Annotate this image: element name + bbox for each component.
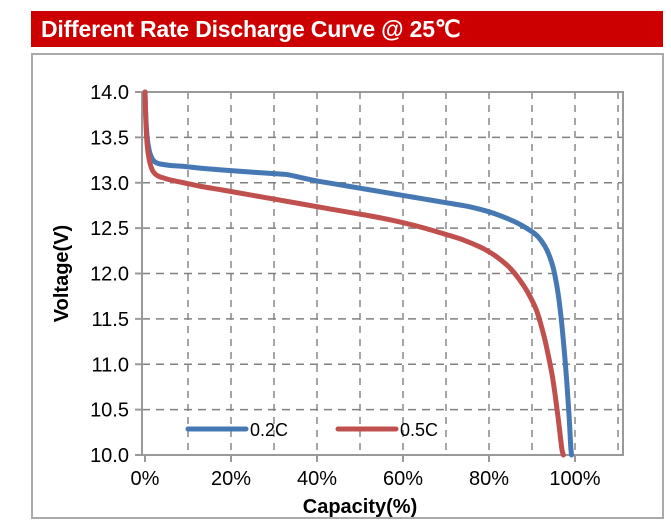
y-tick-label: 10.5	[90, 400, 129, 422]
y-axis-title: Voltage(V)	[51, 225, 73, 322]
x-tick-label: 20%	[211, 468, 251, 490]
grid-major-lines	[142, 136, 623, 411]
chart-legend: 0.2C 0.5C	[185, 420, 438, 440]
axis-tick-marks	[135, 91, 576, 462]
discharge-curve-plot: 0% 20% 40% 60% 80% 100% 10.010.511.011.512.01…	[33, 55, 662, 517]
y-tick-label: 13.5	[90, 127, 129, 149]
series-line-0.2C	[142, 89, 575, 458]
y-axis-tick-labels: 10.0 10.5 11.0 11.5 12.0 12.5 13.0 13.5 14.0	[90, 82, 129, 467]
legend-label-0.2C: 0.2C	[250, 420, 288, 440]
x-tick-label: 0%	[131, 468, 160, 490]
y-tick-label: 11.5	[92, 309, 129, 331]
chart-frame: 0% 20% 40% 60% 80% 100% 10.0 10.5 11.0 11.5 12.0 1…	[31, 53, 664, 519]
grid-minor-lines	[187, 92, 619, 455]
y-tick-label: 13.0	[90, 173, 129, 195]
x-tick-label: 60%	[383, 468, 423, 490]
chart-title: Different Rate Discharge Curve @ 25℃	[41, 15, 461, 42]
y-tick-label: 14.0	[90, 82, 129, 104]
x-axis-tick-labels: 0% 20% 40% 60% 80% 100%	[131, 468, 601, 490]
x-tick-label: 100%	[549, 468, 600, 490]
series-line-0.5C	[142, 89, 566, 458]
x-tick-label: 80%	[469, 468, 509, 490]
title-banner: Different Rate Discharge Curve @ 25℃	[31, 11, 663, 47]
legend-label-0.5C: 0.5C	[400, 420, 438, 440]
y-tick-label: 12.0	[90, 264, 129, 286]
y-tick-label: 11.0	[92, 354, 129, 376]
y-tick-label: 10.0	[90, 445, 129, 467]
y-tick-label: 12.5	[90, 218, 129, 240]
data-series-lines	[142, 89, 575, 458]
x-tick-label: 40%	[297, 468, 337, 490]
x-axis-title: Capacity(%)	[303, 496, 417, 517]
